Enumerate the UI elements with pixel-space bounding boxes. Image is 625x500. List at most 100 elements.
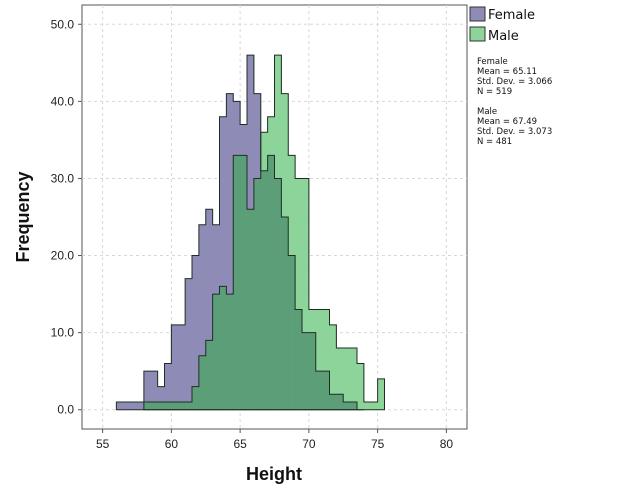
x-tick-label: 60 xyxy=(165,437,179,451)
y-tick-label: 20.0 xyxy=(51,249,75,263)
bar-overlap xyxy=(295,309,303,410)
bar-female xyxy=(192,255,200,387)
bar-male xyxy=(274,55,282,179)
bar-overlap xyxy=(288,255,296,410)
bar-overlap xyxy=(336,394,344,410)
bar-male xyxy=(260,132,269,171)
bar-female xyxy=(226,93,234,295)
bar-overlap xyxy=(322,371,330,410)
bar-male xyxy=(363,402,372,410)
bar-overlap xyxy=(150,402,159,410)
bar-overlap xyxy=(253,178,262,410)
x-axis-title: Height xyxy=(246,464,302,484)
bar-male xyxy=(322,309,330,372)
bar-overlap xyxy=(212,294,220,410)
bar-female xyxy=(198,224,207,356)
bar-overlap xyxy=(233,155,241,410)
bar-male xyxy=(295,178,303,310)
bar-female xyxy=(164,363,172,403)
stats-mean: Mean = 65.11 xyxy=(477,67,538,77)
bar-female xyxy=(116,402,124,410)
bar-male xyxy=(350,348,358,403)
stats-n: N = 481 xyxy=(477,137,513,147)
bar-overlap xyxy=(350,402,358,410)
bar-female xyxy=(185,278,193,403)
x-tick-label: 55 xyxy=(96,437,110,451)
bar-male xyxy=(288,155,296,256)
bar-female xyxy=(233,101,241,156)
bar-female xyxy=(240,124,248,156)
bar-overlap xyxy=(171,402,179,410)
bar-overlap xyxy=(247,209,255,410)
bar-overlap xyxy=(143,402,152,410)
bar-overlap xyxy=(164,402,172,410)
legend-label-male: Male xyxy=(488,29,519,44)
bar-overlap xyxy=(157,402,165,410)
bar-overlap xyxy=(260,170,269,410)
stats-group-label: Male xyxy=(477,107,498,117)
bar-female xyxy=(253,93,262,179)
stats-std-dev: Std. Dev. = 3.066 xyxy=(477,77,553,87)
stats-female: Female Mean = 65.11 Std. Dev. = 3.066 N … xyxy=(477,57,552,97)
bar-male xyxy=(329,324,337,395)
bar-male xyxy=(377,378,385,410)
bar-male xyxy=(336,348,344,395)
bar-overlap xyxy=(329,394,337,410)
bar-female xyxy=(150,371,159,403)
bar-male xyxy=(302,178,310,333)
bar-female xyxy=(205,209,214,341)
bar-overlap xyxy=(178,402,186,410)
x-tick-label: 75 xyxy=(371,437,385,451)
bar-female xyxy=(212,224,220,295)
bar-male xyxy=(370,402,379,410)
outline-male xyxy=(143,54,385,411)
y-axis-title: Frequency xyxy=(13,171,33,262)
y-tick-label: 30.0 xyxy=(51,171,75,185)
bar-male xyxy=(343,348,351,403)
y-tick-label: 0.0 xyxy=(57,403,74,417)
bar-female xyxy=(143,371,152,403)
bar-female xyxy=(157,386,165,403)
bar-overlap xyxy=(308,332,317,410)
stats-n: N = 519 xyxy=(477,87,513,97)
x-tick-label: 65 xyxy=(233,437,247,451)
bar-overlap xyxy=(315,371,324,410)
stats-annotation: Female Mean = 65.11 Std. Dev. = 3.066 N … xyxy=(477,57,552,157)
bar-overlap xyxy=(274,178,282,410)
y-tick-label: 40.0 xyxy=(51,94,75,108)
stats-std-dev: Std. Dev. = 3.073 xyxy=(477,127,553,137)
y-axis-ticks: 0.0 10.0 20.0 30.0 40.0 50.0 xyxy=(51,17,82,417)
legend: Female Male xyxy=(469,6,535,44)
legend-swatch-female xyxy=(469,6,486,22)
bar-overlap xyxy=(185,402,193,410)
bar-male xyxy=(357,363,365,410)
bar-overlap xyxy=(240,155,248,410)
bar-female xyxy=(171,324,179,403)
stats-group-label: Female xyxy=(477,57,508,67)
bar-overlap xyxy=(198,355,207,410)
x-tick-label: 80 xyxy=(440,437,454,451)
y-tick-label: 50.0 xyxy=(51,17,75,31)
bar-overlap xyxy=(192,386,200,410)
bar-female xyxy=(137,402,145,410)
bar-female xyxy=(247,55,255,210)
bar-male xyxy=(267,116,275,156)
x-axis-ticks: 55 60 65 70 75 80 xyxy=(96,429,453,451)
bar-female xyxy=(178,324,186,403)
bar-overlap xyxy=(302,332,310,410)
bar-male xyxy=(315,309,324,372)
bar-overlap xyxy=(267,155,275,410)
bar-female xyxy=(219,116,227,287)
bar-overlap xyxy=(226,294,234,410)
bar-female xyxy=(130,402,138,410)
bar-male xyxy=(281,93,289,217)
stats-male: Male Mean = 67.49 Std. Dev. = 3.073 N = … xyxy=(477,107,552,147)
bar-overlap xyxy=(343,402,351,410)
bar-overlap xyxy=(205,340,214,410)
stats-mean: Mean = 67.49 xyxy=(477,117,538,127)
histogram-bars xyxy=(115,54,385,411)
bar-female xyxy=(123,402,131,410)
bar-overlap xyxy=(219,286,227,410)
legend-label-female: Female xyxy=(488,8,535,23)
